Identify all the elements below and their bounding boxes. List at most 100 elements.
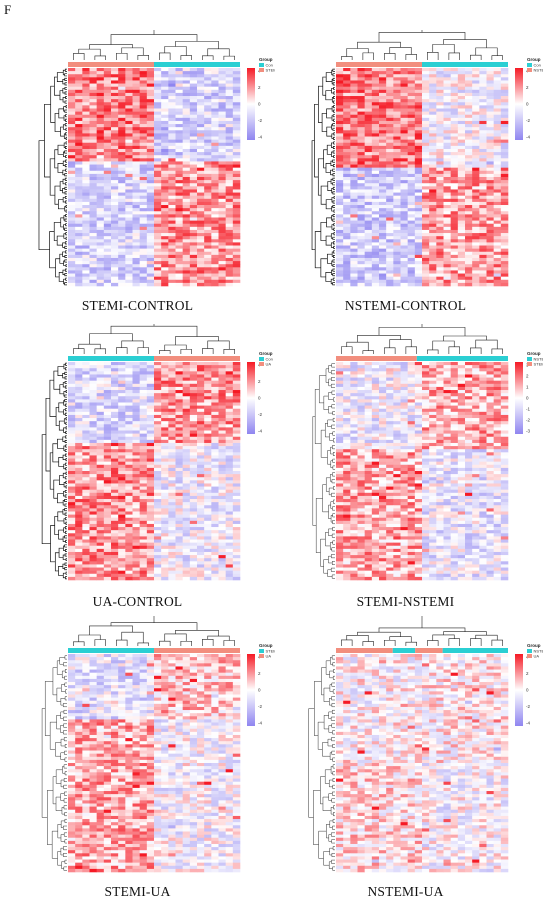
color-scale-tick: 0 [258, 688, 261, 693]
group-legend-swatch [259, 362, 264, 366]
group-legend-swatch [527, 63, 532, 67]
row-dendrogram [38, 68, 67, 286]
heatmap-svg: 420-2-4GroupSTEMIUA [41, 616, 275, 873]
color-scale-tick: -2 [526, 418, 530, 423]
heatmap-cells [68, 68, 241, 287]
group-annotation-bar [336, 356, 508, 361]
group-legend-swatch [259, 357, 264, 361]
color-scale-bar [515, 362, 523, 434]
group-segment-right [154, 62, 240, 67]
color-scale-tick: -2 [526, 118, 530, 123]
column-dendrogram [73, 324, 235, 354]
group-segment-1 [392, 648, 416, 653]
group-segment-right [422, 62, 508, 67]
heatmap-svg: 420-2-4GroupNSTEMIUA [308, 616, 543, 873]
group-segment-left [336, 356, 417, 361]
group-legend: GroupSTEMIUA [259, 643, 275, 659]
color-scale-tick: -2 [258, 412, 262, 417]
group-legend: GroupNSTEMIUA [527, 643, 543, 659]
group-legend-label: STEMI [266, 68, 276, 73]
color-scale-tick: 2 [258, 671, 261, 676]
color-scale-tick: 1 [526, 385, 529, 390]
group-legend-title: Group [259, 351, 273, 356]
group-legend-label: NSTEMI [534, 68, 544, 73]
color-scale-tick: 0 [526, 688, 529, 693]
color-scale-tick: -4 [526, 721, 530, 726]
group-legend-label: UA [266, 362, 272, 367]
color-scale-tick: 0 [526, 102, 529, 107]
group-segment-0 [336, 648, 393, 653]
panel-title: STEMI-UA [104, 884, 171, 899]
group-segment-3 [442, 648, 508, 653]
color-scale-bar [515, 654, 523, 726]
group-legend-label: STEMI [266, 649, 276, 654]
row-dendrogram [311, 68, 335, 286]
color-scale-bar [247, 68, 255, 140]
color-scale-bar [247, 362, 255, 434]
group-legend-label: STEMI [534, 362, 544, 367]
column-dendrogram [73, 30, 235, 60]
color-scale-tick: 2 [526, 671, 529, 676]
column-dendrogram [341, 616, 503, 646]
group-legend-label: NSTEMI [534, 357, 544, 362]
color-scale-tick: 2 [258, 379, 261, 384]
row-dendrogram [41, 655, 67, 871]
group-segment-2 [415, 648, 443, 653]
group-legend-swatch [527, 357, 532, 361]
group-legend-title: Group [527, 643, 541, 648]
row-dendrogram [41, 362, 67, 580]
panel-title: NSTEMI-CONTROL [344, 298, 467, 313]
heatmap-svg: 420-2-4GroupConNSTEMI [311, 30, 543, 287]
group-legend-swatch [259, 63, 264, 67]
group-segment-right [154, 648, 240, 653]
color-scale-tick: -2 [258, 118, 262, 123]
group-legend: GroupConSTEMI [259, 57, 275, 73]
color-scale-tick: 2 [526, 85, 529, 90]
color-scale-tick: -4 [258, 135, 262, 140]
panel-title: UA-CONTROL [92, 594, 183, 609]
group-segment-right [416, 356, 508, 361]
color-scale-tick: -4 [258, 721, 262, 726]
group-segment-left [336, 62, 422, 67]
panel-title: STEMI-CONTROL [81, 298, 194, 313]
group-legend-label: UA [266, 654, 272, 659]
group-legend-swatch [259, 68, 264, 72]
group-legend-label: NSTEMI [534, 649, 544, 654]
group-legend-swatch [527, 68, 532, 72]
panel-title: NSTEMI-UA [367, 884, 444, 899]
group-annotation-bar [336, 648, 508, 653]
heatmap-panel-stemi-control: 420-2-4GroupConSTEMI STEMI-CONTROL [0, 28, 275, 328]
group-legend-label: UA [534, 654, 540, 659]
row-dendrogram [312, 363, 335, 579]
color-scale-tick: 2 [258, 85, 261, 90]
group-annotation-bar [68, 648, 240, 653]
color-scale-tick: 0 [526, 396, 529, 401]
group-legend-title: Group [259, 643, 273, 648]
color-scale-tick: -1 [526, 407, 530, 412]
group-legend-swatch [527, 649, 532, 653]
group-annotation-bar [68, 62, 240, 67]
group-legend-title: Group [527, 57, 541, 62]
group-legend-label: Con [534, 63, 541, 68]
heatmap-panel-nstemi-ua: 420-2-4GroupNSTEMIUA NSTEMI-UA [268, 614, 543, 914]
group-legend-swatch [259, 654, 264, 658]
group-segment-right [154, 356, 240, 361]
group-legend-label: Con [266, 63, 273, 68]
column-dendrogram [341, 324, 503, 354]
panel-title: STEMI-NSTEMI [356, 594, 455, 609]
color-scale-tick: 2 [526, 374, 529, 379]
heatmap-panel-stemi-nstemi: 3210-1-2-3GroupNSTEMISTEMI STEMI-NSTEMI [268, 322, 543, 622]
heatmap-cells [336, 68, 509, 287]
row-dendrogram [308, 655, 335, 871]
figure-label: F [4, 2, 12, 17]
group-segment-left [68, 356, 154, 361]
group-legend: GroupConNSTEMI [527, 57, 543, 73]
column-dendrogram [73, 616, 235, 646]
group-segment-left [68, 62, 154, 67]
group-annotation-bar [68, 356, 240, 361]
heatmap-cells [336, 654, 509, 873]
color-scale-bar [247, 654, 255, 726]
group-legend: GroupNSTEMISTEMI [527, 351, 543, 367]
color-scale-tick: 0 [258, 102, 261, 107]
